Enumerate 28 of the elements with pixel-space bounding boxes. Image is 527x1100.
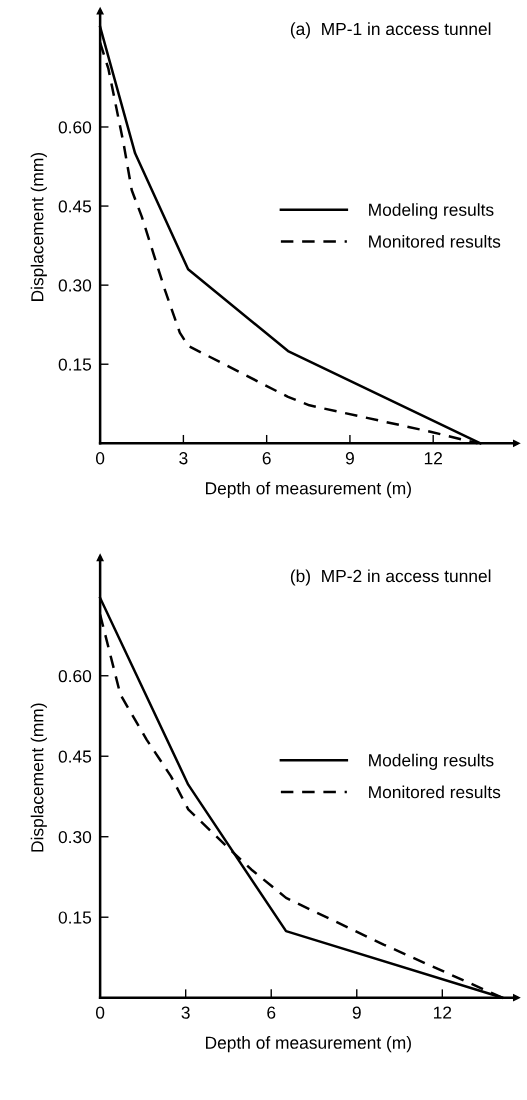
y-tick-label: 0.60 (58, 669, 92, 683)
y-tick-label: 0.30 (58, 830, 92, 844)
x-tick-label: 6 (267, 1006, 276, 1019)
y-axis-title: Displacement (mm) (30, 152, 47, 301)
legend-label: Modeling results (369, 753, 494, 770)
x-axis-title: Depth of measurement (m) (206, 1036, 411, 1053)
y-tick-label: 0.60 (58, 121, 92, 134)
y-tick-label: 0.30 (58, 279, 92, 292)
x-tick-label: 6 (262, 452, 271, 465)
text: (b) MP-2 in access tunnel (290, 569, 491, 586)
legend-label: Modeling results (369, 203, 494, 220)
legend-label: Monitored results (369, 785, 501, 799)
legend-label: Monitored results (369, 234, 501, 248)
x-tick-label: 0 (95, 1006, 105, 1019)
x-tick-label: 9 (345, 452, 354, 465)
y-tick-label: 0.15 (58, 358, 92, 371)
x-tick-label: 12 (433, 1006, 452, 1019)
x-axis-title: Depth of measurement (m) (206, 481, 411, 498)
y-tick-label: 0.45 (58, 200, 92, 213)
y-axis-title: Displacement (mm) (30, 703, 47, 852)
text: (a) MP-1 in access tunnel (290, 22, 491, 39)
x-tick-label: 12 (424, 452, 442, 465)
x-tick-label: 3 (179, 452, 188, 465)
x-tick-label: 9 (352, 1006, 361, 1019)
y-tick-label: 0.45 (58, 750, 92, 763)
y-tick-label: 0.15 (58, 911, 92, 924)
x-tick-label: 0 (95, 452, 105, 465)
x-tick-label: 3 (181, 1006, 190, 1019)
